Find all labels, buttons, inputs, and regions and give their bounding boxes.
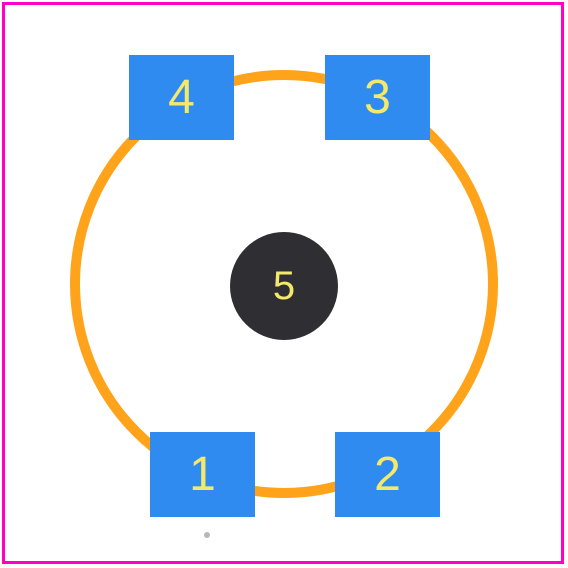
pad-3: 3 bbox=[325, 55, 430, 140]
pad-4: 4 bbox=[129, 55, 234, 140]
pad-2: 2 bbox=[335, 432, 440, 517]
center-pad-label: 5 bbox=[273, 266, 295, 306]
pad-4-label: 4 bbox=[168, 74, 195, 122]
pad-2-label: 2 bbox=[374, 451, 401, 499]
pad-1-label: 1 bbox=[189, 451, 216, 499]
pad-1: 1 bbox=[150, 432, 255, 517]
pad-3-label: 3 bbox=[364, 74, 391, 122]
center-pad: 5 bbox=[230, 232, 338, 340]
origin-marker bbox=[204, 532, 210, 538]
